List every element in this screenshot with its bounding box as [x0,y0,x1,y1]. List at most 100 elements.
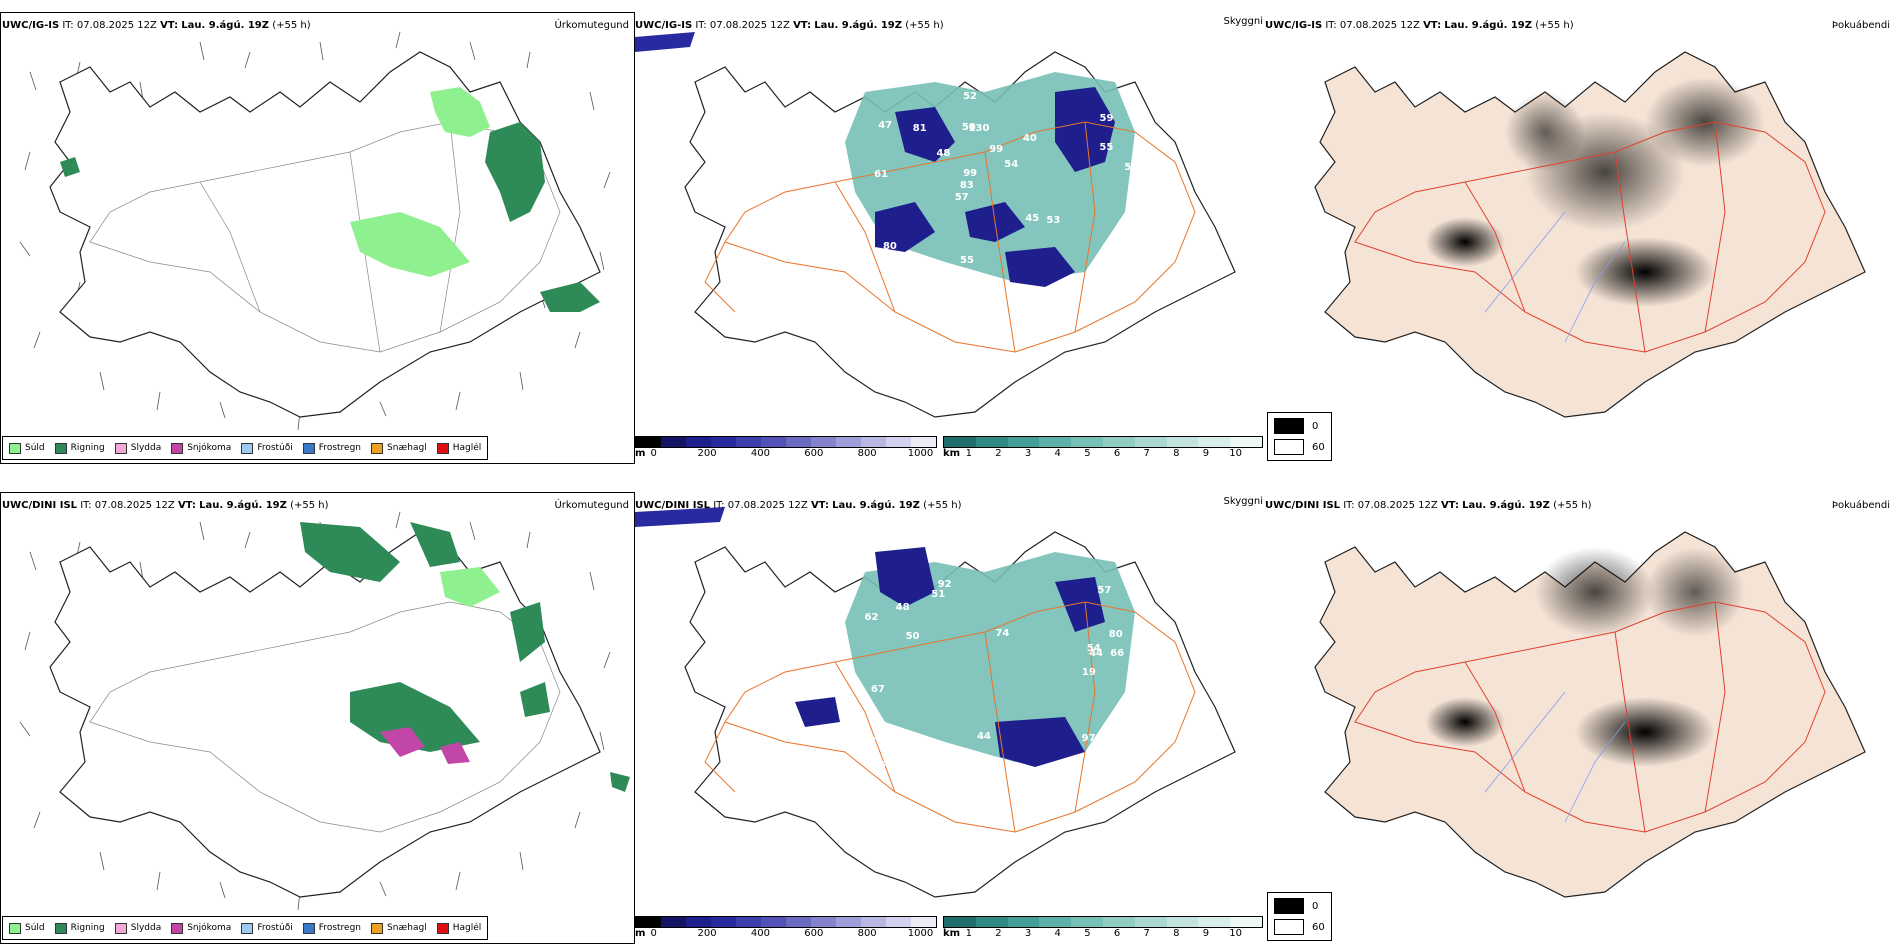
visibility-tick-label: 5 [1084,928,1091,939]
roads [704,601,1196,833]
vt-value: Lau. 9.ágú. 19Z [181,20,270,31]
ceiling-value-label: 66 [1110,647,1125,659]
legend-item: Frostregn [302,922,361,934]
visibility-tick-label: 2 [995,928,1002,939]
panel-title-fog: Þokuábendi [1831,20,1890,31]
legend-item: Rigning [54,442,105,454]
ceiling-tick-label: 800 [857,928,877,939]
ramp-segment [761,437,786,447]
visibility-tick-label: 8 [1173,448,1180,459]
ceiling-value-label: 40 [1022,132,1037,144]
legend-item: Snæhagl [371,442,427,454]
legend-item: Snæhagl [371,922,427,934]
iceland-map-cloud-top [635,32,1236,418]
vt-label: VT: [793,20,812,31]
ramp-segment [786,437,811,447]
visibility-tick-label: 5 [1084,448,1091,459]
fog-legend-label: 0 [1312,420,1319,432]
vt-value: Lau. 9.ágú. 19Z [1444,20,1533,31]
legend-label: Súld [25,443,45,453]
ceiling-tick-label: 600 [804,448,824,459]
lead-time: (+55 h) [1535,20,1574,31]
ceiling-tick-label: 0 [650,928,657,939]
swatch-freezing-rain [302,442,315,454]
visibility-tick-label: 3 [1024,928,1032,939]
visibility-tick-label: 6 [1113,928,1121,939]
legend-item: Frostregn [302,442,361,454]
ramp-segment [1007,437,1040,447]
it-value: 07.08.2025 12Z [709,20,790,31]
visibility-color-ramp [943,916,1263,928]
ceiling-value-label: 103 [1095,284,1116,296]
legend-item: Slydda [114,442,161,454]
ceiling-unit: m [635,928,646,939]
visibility-tick-label: 9 [1202,448,1210,459]
header-bottom-precip: UWC/DINI ISL IT: 07.08.2025 12Z VT: Lau.… [2,500,329,511]
model-name: UWC/IG-IS [1265,20,1323,31]
ceiling-tick-label: 0 [650,448,657,459]
cloud-panel-top: 103 61 59 57 40 76 50 99 80 48 53 41 130 54 53 47 52 52 45… [635,12,1265,464]
swatch-snow [171,442,184,454]
model-name: UWC/DINI ISL [1265,500,1341,511]
swatch-sleet [114,922,127,934]
ceiling-value-label: 55 [1099,142,1114,154]
ramp-segment [1166,917,1199,927]
ceiling-value-label: 62 [864,612,879,624]
ceiling-value-label: 51 [931,588,946,600]
ceiling-value-label: 130 [968,122,990,134]
fog-legend-label: 60 [1312,441,1325,453]
swatch-hail [436,442,449,454]
ceiling-value-label: 99 [989,143,1004,155]
ceiling-value-label: 67 [870,683,885,695]
ceiling-value-label: 54 [1105,742,1120,754]
iceland-map-precip-bottom [19,511,630,911]
it-label: IT: [62,20,74,31]
ceiling-value-label: 99 [963,167,978,179]
legend-item: Frostúði [241,922,293,934]
ramp-segment [836,437,861,447]
ramp-segment [1230,437,1262,447]
ramp-segment [1198,437,1231,447]
visibility-tick-label: 8 [1173,928,1180,939]
ceiling-value-label: 48 [936,148,951,159]
legend-label: Slydda [130,923,162,933]
ramp-segment [1134,917,1167,927]
fog-swatch-dark [1274,898,1304,914]
legend-item: Súld [9,442,45,454]
iceland-land [1314,51,1866,418]
ceiling-value-label: 55 [959,255,974,267]
visibility-tick-label: 3 [1024,448,1032,459]
legend-item: Haglél [436,922,481,934]
ramp-segment [836,917,861,927]
ramp-segment [736,437,761,447]
ceiling-areas [795,547,1105,767]
ramp-segment [661,437,686,447]
ramp-segment [761,917,786,927]
header-top-precip: UWC/IG-IS IT: 07.08.2025 12Z VT: Lau. 9.… [2,20,311,31]
fog-areas [1425,547,1745,767]
iceland-map-precip-top [19,31,611,431]
it-label: IT: [695,20,707,31]
visibility-tick-label: 10 [1229,928,1242,939]
ramp-segment [786,917,811,927]
visibility-tick-label: 4 [1054,928,1061,939]
precip-panel-bottom: UWC/DINI ISL IT: 07.08.2025 12Z VT: Lau.… [0,492,635,944]
ramp-segment [1166,437,1199,447]
ramp-segment [1102,917,1135,927]
ramp-segment [1198,917,1231,927]
ceiling-value-label: 45 [1025,213,1040,225]
lead-time: (+55 h) [905,20,944,31]
legend-label: Frostúði [257,443,293,453]
ramp-segment [811,437,836,447]
panel-title-precip: Úrkomutegund [554,500,629,511]
ramp-segment [1071,437,1103,447]
swatch-drizzle [9,442,21,454]
legend-label: Rigning [70,923,105,933]
ceiling-value-label: 50 [961,122,976,134]
vt-label: VT: [160,20,179,31]
ramp-segment [636,917,661,927]
legend-label: Snjókoma [187,443,232,453]
visibility-tick-label: 9 [1202,928,1210,939]
ceiling-value-label: 48 [895,602,910,614]
ramp-segment [944,437,976,447]
